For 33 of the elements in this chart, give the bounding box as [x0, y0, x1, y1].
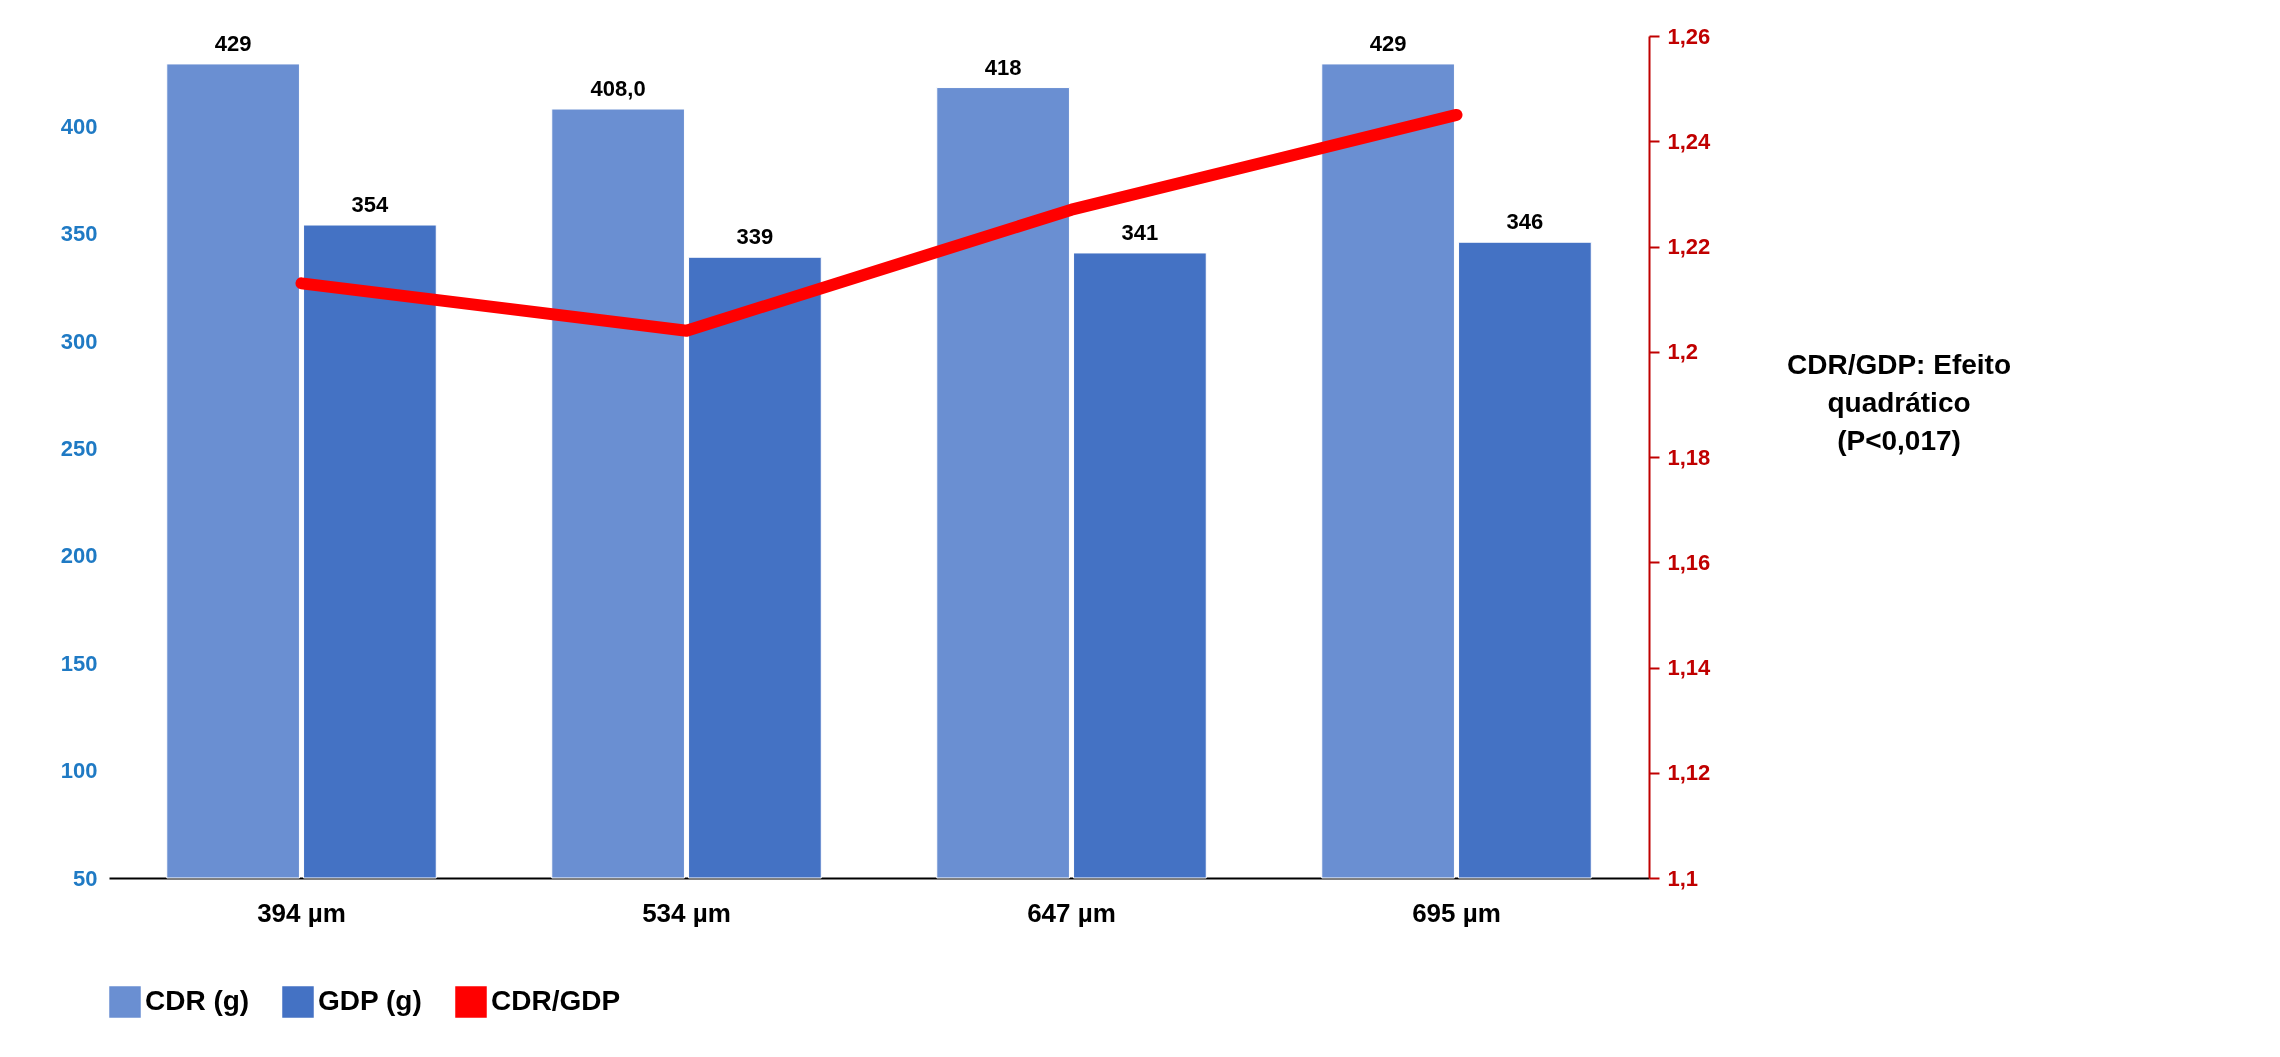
- y-tick-label: 200: [60, 543, 98, 569]
- data-label: 429: [214, 30, 252, 56]
- y-tick-label: 400: [60, 113, 98, 139]
- data-label: 354: [351, 192, 390, 218]
- x-tick-label: 394 µm: [257, 897, 346, 928]
- y2-tick-label: 1,22: [1667, 234, 1711, 259]
- y-tick-label: 100: [60, 758, 98, 784]
- data-label: 339: [736, 224, 774, 250]
- x-tick-label: 647 µm: [1027, 897, 1116, 928]
- text: CDR/GDP: Efeito quadrático (P<0,017): [1787, 349, 2011, 456]
- y2-tick-label: 1,12: [1667, 760, 1711, 786]
- y2-tick-label: 1,16: [1667, 549, 1711, 575]
- data-label: 429: [1369, 30, 1407, 56]
- y2-tick-label: 1,18: [1667, 444, 1711, 470]
- x-tick-label: 534 µm: [642, 897, 731, 928]
- y2-tick-label: 1,26: [1667, 23, 1711, 49]
- y-tick-label: 300: [60, 328, 98, 354]
- y-tick-label: 350: [60, 221, 98, 247]
- x-tick-label: 695 µm: [1412, 897, 1501, 928]
- y2-tick-label: 1,1: [1667, 865, 1699, 891]
- data-label: 346: [1506, 209, 1544, 235]
- data-label: 418: [984, 54, 1022, 80]
- y-tick-label: 250: [60, 435, 98, 461]
- legend-label: CDR/GDP: [491, 985, 621, 1016]
- y2-tick-label: 1,14: [1667, 655, 1712, 680]
- y-tick-label: 150: [60, 650, 98, 676]
- legend-label: GDP (g): [318, 985, 422, 1016]
- data-label: 408,0: [590, 76, 646, 102]
- legend-label: CDR (g): [145, 985, 250, 1016]
- data-label: 341: [1121, 219, 1159, 245]
- y2-tick-label: 1,24: [1667, 128, 1712, 154]
- y-tick-label: 50: [73, 865, 98, 891]
- y2-tick-label: 1,2: [1667, 339, 1699, 365]
